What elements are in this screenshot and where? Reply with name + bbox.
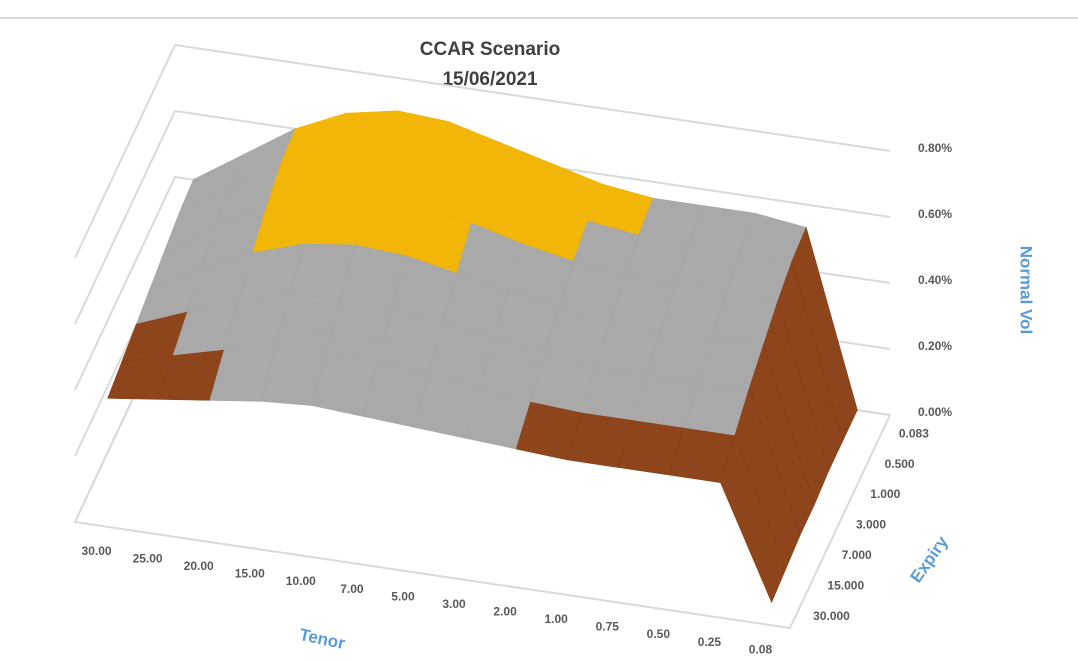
- z-tick-label: 0.00%: [918, 405, 952, 419]
- x-tick-label: 3.00: [442, 597, 466, 611]
- y-tick-label: 0.500: [885, 457, 915, 471]
- y-tick-label: 0.083: [899, 426, 929, 440]
- x-tick-label: 20.00: [184, 559, 214, 573]
- x-tick-label: 5.00: [391, 589, 415, 603]
- y-tick-label: 15.000: [827, 579, 864, 593]
- chart-subtitle: 15/06/2021: [442, 69, 538, 90]
- x-tick-label: 1.00: [544, 612, 568, 626]
- x-tick-label: 0.25: [698, 635, 722, 649]
- x-tick-label: 2.00: [493, 605, 517, 619]
- surface-cell: [720, 434, 787, 604]
- x-tick-label: 25.00: [133, 552, 163, 566]
- x-tick-label: 7.00: [340, 582, 364, 596]
- x-tick-label: 30.00: [82, 544, 112, 558]
- z-tick-label: 0.40%: [918, 273, 952, 287]
- x-axis-title: Tenor: [298, 625, 347, 653]
- x-tick-label: 10.00: [286, 574, 316, 588]
- x-tick-label: 0.75: [596, 620, 620, 634]
- x-tick-label: 0.50: [647, 627, 671, 641]
- y-tick-label: 3.000: [856, 518, 886, 532]
- chart-title: CCAR Scenario: [420, 39, 560, 60]
- y-axis-title: Expiry: [906, 532, 952, 586]
- y-tick-label: 30.000: [813, 609, 850, 623]
- z-tick-label: 0.60%: [918, 207, 952, 221]
- grid-line: [74, 43, 891, 259]
- x-tick-label: 0.08: [749, 642, 773, 656]
- x-tick-label: 15.00: [235, 567, 265, 581]
- z-axis-title: Normal Vol: [1017, 246, 1036, 334]
- grid-line: [74, 109, 891, 325]
- y-tick-label: 7.000: [842, 548, 872, 562]
- y-tick-label: 1.000: [870, 487, 900, 501]
- z-tick-label: 0.80%: [918, 141, 952, 155]
- z-tick-label: 0.20%: [918, 339, 952, 353]
